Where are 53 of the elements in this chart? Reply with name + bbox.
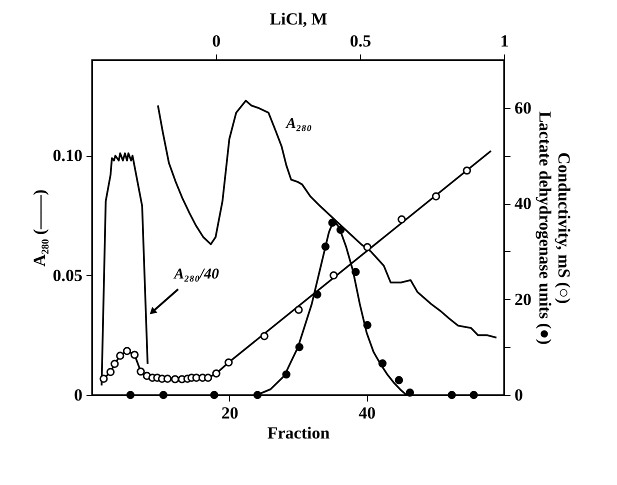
point [212,369,220,378]
point [462,166,472,175]
point [282,370,290,379]
line-series [100,152,149,386]
y2-tick-label: 0 [514,386,523,404]
point [470,390,478,400]
point [116,352,124,360]
x2-tick-label: 1 [500,32,509,50]
point [432,192,440,200]
point [398,215,406,224]
point [313,290,322,299]
y2-tick-label: 60 [514,98,532,118]
point [159,390,168,400]
point [363,243,372,252]
point [328,218,336,227]
point [321,242,330,251]
point [224,358,233,367]
point [163,374,172,383]
x-axis-title: Fraction [267,424,330,442]
point [253,390,262,400]
point [352,268,360,276]
point [122,346,132,356]
point [204,374,212,382]
point [170,375,180,384]
point [295,343,304,352]
x2-tick-label: 0 [212,32,221,50]
y2-tick-label: 40 [514,194,532,214]
point [210,390,218,400]
point [363,321,372,330]
y-tick-label: 0.05 [52,266,82,285]
x2-tick-label: 0.5 [350,32,372,50]
point [136,367,145,376]
point [106,368,115,376]
point [260,332,268,340]
y2-tick-label: 20 [514,290,532,309]
annotation: A₂₈₀ [285,116,312,132]
point [406,388,414,397]
y2-axis-title: Conductivity, mS (○) Lactate dehydrogenase units (●) [536,111,574,345]
x2-axis-title: LiCl, M [270,10,328,28]
point [294,306,303,314]
point [336,226,345,234]
point [100,374,108,383]
point [448,390,456,400]
point [126,390,135,400]
y-tick-label: 0 [74,386,82,404]
point [378,359,387,368]
point [394,376,404,384]
y-tick-label: 0.10 [52,146,82,166]
point [330,271,338,280]
point [130,350,139,359]
point [110,360,119,368]
y-axis-title: A₂₈₀ (——) [30,189,49,267]
annotation: A₂₈₀/40 [173,266,220,282]
